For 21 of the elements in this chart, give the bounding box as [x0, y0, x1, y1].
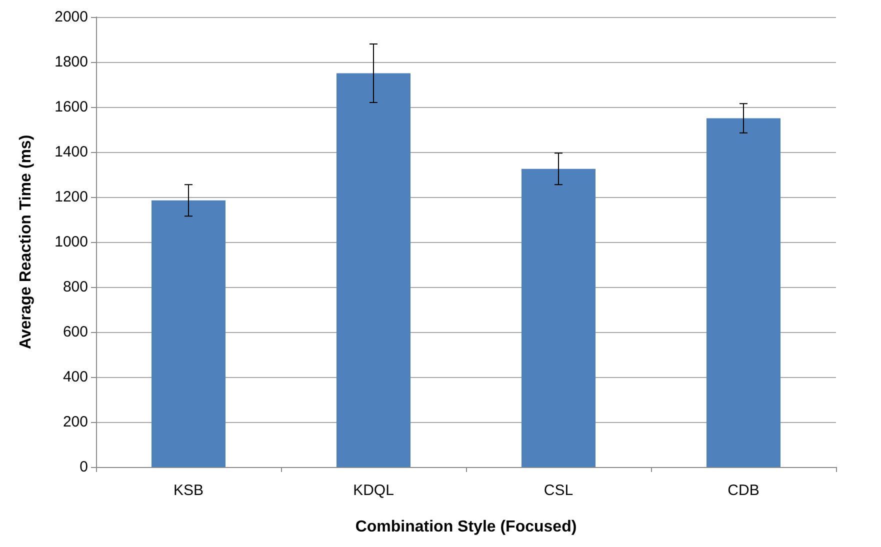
y-tick-label: 200	[62, 414, 88, 430]
y-tick-label: 1400	[54, 144, 88, 160]
y-tick-label: 600	[62, 324, 88, 340]
y-tick-label: 400	[62, 368, 88, 386]
x-tick-label: CSL	[544, 482, 574, 499]
x-tick-label: KDQL	[353, 482, 394, 499]
x-tick-label: KSB	[173, 482, 204, 499]
x-tick-label: CDB	[728, 482, 760, 499]
y-tick-label: 800	[62, 278, 88, 296]
y-tick-label: 1600	[54, 98, 88, 116]
y-tick-label: 1200	[54, 188, 88, 206]
x-axis-title: Combination Style (Focused)	[355, 518, 577, 536]
bar	[522, 168, 596, 467]
y-tick-label: 1800	[54, 54, 88, 70]
y-tick-label: 0	[80, 458, 88, 476]
y-tick-label: 1000	[54, 234, 88, 250]
y-axis-title: Average Reaction Time (ms)	[18, 134, 34, 350]
bar	[706, 118, 780, 467]
bar	[152, 200, 226, 467]
y-tick-label: 2000	[54, 8, 88, 26]
bar	[336, 73, 410, 467]
